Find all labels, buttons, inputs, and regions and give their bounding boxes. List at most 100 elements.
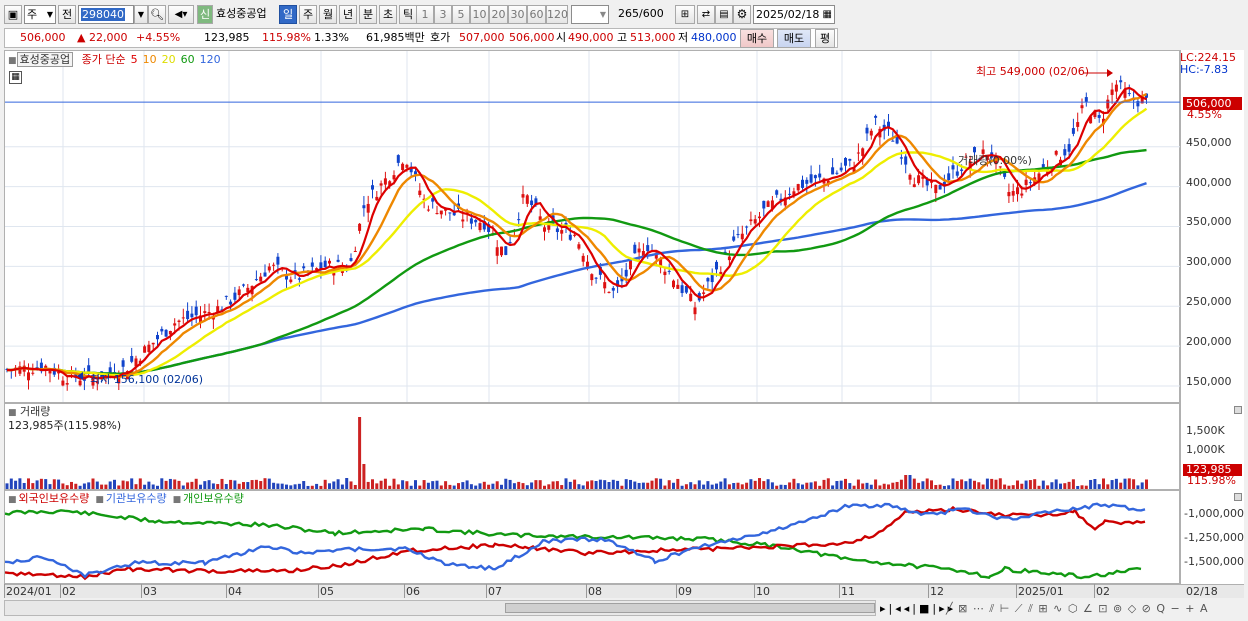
save-icon[interactable]: ▤ — [715, 5, 733, 24]
candle-body — [719, 271, 723, 275]
candle-body — [426, 209, 430, 211]
scrollbar-thumb[interactable] — [505, 603, 875, 613]
candle-body — [560, 230, 564, 234]
volume-bar — [194, 478, 198, 489]
hc-label: HC:-7.83 — [1180, 63, 1229, 76]
interval-button[interactable]: 1 — [416, 5, 434, 24]
volume-bar — [801, 484, 804, 489]
candle-body — [91, 377, 95, 386]
candle-body — [715, 261, 718, 270]
volume-bar — [508, 479, 512, 489]
search-icon[interactable]: 🔍︎ — [148, 5, 166, 24]
interval-button[interactable]: 20 — [489, 5, 508, 24]
candle-body — [874, 115, 878, 118]
candle-body — [435, 213, 439, 215]
chart-menu-icon[interactable]: ▣ — [4, 5, 22, 24]
volume-bar — [1050, 482, 1054, 489]
candle-body — [1106, 99, 1110, 109]
candle-body — [1145, 93, 1148, 98]
volume-bar — [487, 484, 491, 489]
holdings-chart[interactable] — [5, 491, 1180, 583]
x-axis-label: 10 — [756, 585, 770, 598]
period-button[interactable]: 년 — [339, 5, 357, 24]
volume-bar — [822, 479, 826, 489]
candle-body — [134, 358, 138, 367]
volume-bar — [960, 479, 964, 489]
price-chart[interactable] — [5, 51, 1180, 402]
volume-panel-close-icon[interactable] — [1234, 406, 1242, 414]
scroll-controls[interactable]: ▸|◂◂|■|▸▸ — [880, 602, 957, 615]
interval-button[interactable]: 120 — [546, 5, 568, 24]
price-tick: 450,000 — [1186, 136, 1232, 149]
volume-bar — [113, 479, 116, 489]
volume-bar — [1140, 482, 1144, 489]
count-value: 265/600 — [618, 6, 664, 22]
compare-icon[interactable]: ⇄ — [697, 5, 715, 24]
volume-bar — [912, 478, 916, 489]
x-axis-label: 02 — [1096, 585, 1110, 598]
prev-button[interactable]: 전 — [58, 5, 76, 24]
volume-title: ■ 거래량 — [8, 404, 50, 421]
period-button[interactable]: 초 — [379, 5, 397, 24]
period-button[interactable]: 분 — [359, 5, 377, 24]
market-select[interactable]: 주 ▼ — [24, 5, 56, 24]
period-button[interactable]: 틱 — [399, 5, 417, 24]
credit-badge[interactable]: 신 — [197, 5, 213, 24]
volume-panel[interactable] — [4, 403, 1180, 490]
date-input[interactable]: 2025/02/18 ▦ — [753, 5, 835, 24]
volume-ratio: 115.98% — [262, 31, 311, 44]
period-button[interactable]: 주 — [299, 5, 317, 24]
interval-button[interactable]: 5 — [452, 5, 470, 24]
stock-code-input[interactable]: 298040 — [78, 5, 134, 24]
volume-bar — [108, 481, 112, 489]
average-button[interactable]: 평 — [815, 29, 835, 48]
volume-chart[interactable] — [5, 404, 1180, 489]
legend-dot-icon: ■ — [8, 495, 17, 505]
interval-button[interactable]: 3 — [434, 5, 452, 24]
candle-body — [371, 185, 374, 190]
speaker-icon[interactable]: ◀▾ — [168, 5, 194, 24]
holdings-panel-close-icon[interactable] — [1234, 493, 1242, 501]
buy-button[interactable]: 매수 — [740, 29, 774, 48]
period-button[interactable]: 월 — [319, 5, 337, 24]
table-icon[interactable]: ▦ — [9, 71, 22, 84]
volume-bar — [353, 484, 357, 489]
sell-button[interactable]: 매도 — [777, 29, 811, 48]
volume-bar — [104, 484, 108, 489]
volume-bar — [246, 482, 250, 489]
candle-body — [620, 276, 624, 282]
volume-bar — [525, 485, 529, 489]
zoom-icon[interactable]: ⊞ — [675, 5, 695, 24]
volume-bar — [495, 481, 499, 489]
interval-button[interactable]: 60 — [527, 5, 546, 24]
drawing-tools[interactable]: ╱ ⊠ ⋯ ⫽ ⊢ ⟋ ⫽ ⊞ ∿ ⬡ ∠ ⊡ ⊚ ◇ ⊘ Q − + A — [946, 602, 1209, 615]
interval-select[interactable]: ▼ — [571, 5, 609, 24]
volume-bar — [267, 478, 271, 489]
candle-body — [207, 311, 211, 313]
volume-bar — [190, 481, 194, 489]
chart-scrollbar[interactable] — [4, 600, 876, 616]
volume-bar — [878, 485, 882, 489]
period-button[interactable]: 일 — [279, 5, 297, 24]
candle-body — [31, 372, 35, 374]
volume-bar — [551, 481, 555, 489]
volume-value-label: 123,985주(115.98%) — [8, 419, 122, 432]
interval-button[interactable]: 30 — [508, 5, 527, 24]
legend-item: 5 — [130, 53, 138, 66]
volume-bar — [1020, 483, 1024, 489]
volume-bar — [968, 478, 972, 489]
candle-body — [220, 309, 224, 311]
interval-button[interactable]: 10 — [470, 5, 489, 24]
volume-bar — [947, 485, 951, 489]
volume-bar — [766, 479, 770, 489]
candle-body — [108, 367, 112, 374]
volume-bar — [1059, 483, 1062, 489]
candle-body — [710, 274, 714, 283]
gear-icon[interactable]: ⚙ — [733, 5, 751, 24]
volume-bar — [594, 481, 598, 489]
code-dropdown-icon[interactable]: ▼ — [134, 5, 148, 24]
volume-bar — [689, 482, 693, 489]
volume-bar — [156, 485, 159, 489]
x-axis-tick — [839, 584, 840, 598]
low-marker-arrow — [77, 372, 83, 380]
